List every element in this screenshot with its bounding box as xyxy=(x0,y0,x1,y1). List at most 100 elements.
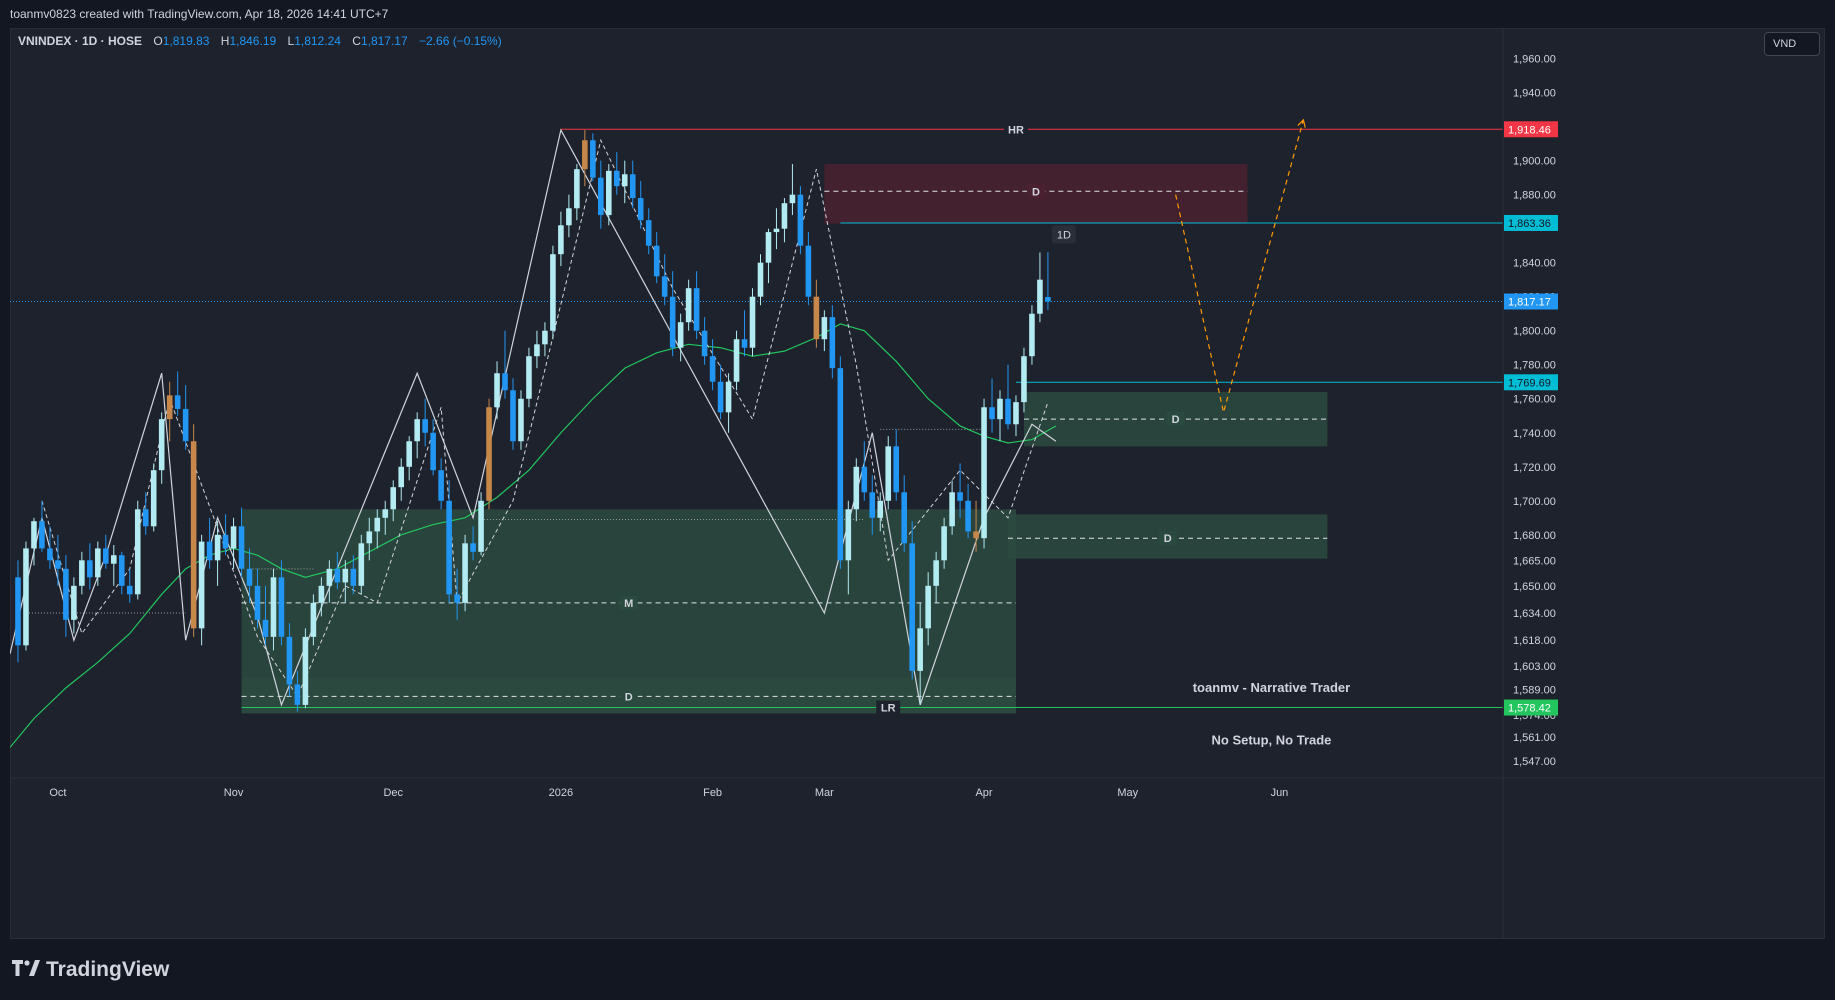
candle-body xyxy=(270,577,277,637)
candle-body xyxy=(422,419,428,433)
candle-body xyxy=(110,555,117,564)
candle-body xyxy=(55,560,61,569)
candle-body xyxy=(613,170,620,187)
price-tag-label: 1,817.17 xyxy=(1508,297,1551,309)
candle-body xyxy=(677,322,684,348)
candle-body xyxy=(126,585,133,595)
currency-label: VND xyxy=(1773,38,1797,50)
candle-body xyxy=(414,419,420,442)
candle-body xyxy=(118,555,125,586)
candle-body xyxy=(645,220,652,246)
candle-body xyxy=(374,517,381,532)
symbol-name[interactable]: VNINDEX · 1D · HOSE xyxy=(18,34,143,48)
chart-annotation: toanmv - Narrative Trader xyxy=(1193,680,1351,695)
candle-body xyxy=(63,568,69,620)
time-tick-label: May xyxy=(1117,787,1138,799)
candle-body xyxy=(366,531,373,544)
candlestick-chart[interactable]: M D D D D HR LR 1D toanmv - Narrative Trader No S… xyxy=(10,28,1825,939)
candle-body xyxy=(278,577,285,637)
candle-body xyxy=(238,526,245,569)
candle-body xyxy=(949,492,955,527)
candle-body xyxy=(717,381,724,413)
projection-path xyxy=(1175,119,1304,413)
candle-body xyxy=(957,492,963,501)
price-tag xyxy=(1504,121,1558,138)
time-tick-label: Feb xyxy=(703,787,722,799)
candle-body xyxy=(558,225,564,255)
candle-body xyxy=(542,330,548,345)
price-tick-label: 1,960.00 xyxy=(1513,54,1556,66)
candle-body xyxy=(262,619,269,637)
candle-body xyxy=(446,500,452,595)
candle-body xyxy=(350,568,357,586)
attribution-bar: toanmv0823 created with TradingView.com,… xyxy=(0,0,1835,28)
candle-body xyxy=(190,441,197,629)
price-tick-label: 1,940.00 xyxy=(1513,88,1556,100)
candle-body xyxy=(837,368,844,561)
candle-body xyxy=(845,509,852,561)
candle-body xyxy=(286,636,293,685)
level-label: HR xyxy=(1008,124,1024,136)
tradingview-logo-icon xyxy=(12,959,40,982)
candle-body xyxy=(222,534,229,549)
attribution-text: toanmv0823 created with TradingView.com,… xyxy=(10,7,389,21)
candle-body xyxy=(797,194,804,246)
candle-body xyxy=(637,198,644,221)
price-tag-label: 1,769.69 xyxy=(1508,377,1551,389)
currency-selector[interactable]: VND xyxy=(1764,32,1820,56)
candle-body xyxy=(773,228,780,233)
candle-body xyxy=(653,245,660,277)
candle-body xyxy=(206,541,213,561)
zone-label-bg xyxy=(1026,184,1045,199)
tradingview-brand: TradingView xyxy=(46,958,170,981)
candle-body xyxy=(158,419,165,471)
candle-body xyxy=(741,339,748,348)
time-tick-label: Oct xyxy=(49,787,66,799)
candle-body xyxy=(198,541,205,629)
candle-body xyxy=(526,356,532,399)
zone-label-bg xyxy=(1166,412,1185,427)
price-tag xyxy=(1504,374,1558,391)
candle-body xyxy=(95,548,101,578)
candle-body xyxy=(997,398,1003,420)
time-tick-label: Dec xyxy=(383,787,403,799)
price-tag xyxy=(1504,293,1558,310)
candle-body xyxy=(629,174,636,199)
candle-body xyxy=(1005,398,1011,425)
candle-body xyxy=(358,543,365,586)
candle-body xyxy=(1029,313,1035,357)
symbol-legend: VNINDEX · 1D · HOSE O1,819.83 H1,846.19 … xyxy=(18,34,502,48)
candle-body xyxy=(15,577,21,646)
candle-body xyxy=(342,568,349,583)
low-label: L xyxy=(287,34,295,48)
candle-body xyxy=(989,407,995,420)
candle-body xyxy=(174,395,181,409)
candle-body xyxy=(230,526,237,549)
candle-body xyxy=(941,526,947,561)
candle-body xyxy=(1013,402,1019,425)
candle-body xyxy=(574,169,580,209)
candle-body xyxy=(150,470,157,527)
candle-body xyxy=(518,398,524,442)
candle-body xyxy=(486,407,492,501)
candle-body xyxy=(302,636,309,705)
price-tick-label: 1,650.00 xyxy=(1513,581,1556,593)
candle-body xyxy=(142,509,149,527)
time-tick-label: Apr xyxy=(975,787,992,799)
price-tick-label: 1,740.00 xyxy=(1513,428,1556,440)
zone-label-bg xyxy=(619,689,638,704)
candle-body xyxy=(933,560,939,586)
price-tick-label: 1,760.00 xyxy=(1513,394,1556,406)
price-tick-label: 1,700.00 xyxy=(1513,496,1556,508)
zone-label-bg xyxy=(1158,531,1177,546)
zone-label: D xyxy=(1164,533,1172,545)
high-value: 1,846.19 xyxy=(229,34,277,48)
price-tick-label: 1,800.00 xyxy=(1513,326,1556,338)
candle-body xyxy=(1021,356,1027,403)
price-tick-label: 1,547.00 xyxy=(1513,756,1556,768)
tradingview-logo[interactable]: TradingView xyxy=(12,958,169,982)
price-tick-label: 1,561.00 xyxy=(1513,732,1556,744)
candle-body xyxy=(669,296,676,348)
time-tick-label: 2026 xyxy=(549,787,573,799)
timeframe-badge xyxy=(1051,225,1076,244)
